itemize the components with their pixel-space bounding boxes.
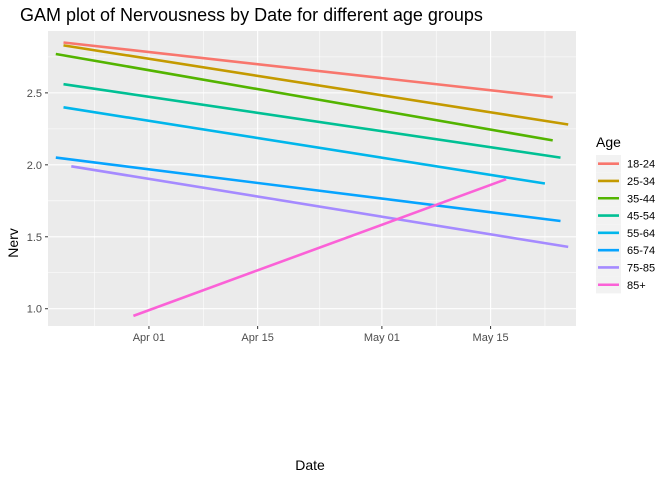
series-lines: [55, 41, 569, 318]
legend: Age 18-24 25-34 35-44 45-54 55-64 65-74 75-85 8…: [596, 134, 655, 294]
major-gridlines: [48, 31, 576, 326]
plot-panel: [48, 31, 576, 326]
legend-label: 25-34: [627, 176, 655, 188]
series-line-45-54: [63, 82, 561, 159]
chart-title: GAM plot of Nervousness by Date for diff…: [20, 5, 483, 25]
legend-label: 45-54: [627, 211, 655, 223]
series-line-35-44: [55, 52, 553, 142]
series-line-55-64: [63, 106, 546, 185]
x-tick-label: Apr 01: [133, 332, 165, 344]
y-axis-title: Nerv: [5, 228, 21, 258]
legend-label: 35-44: [627, 193, 655, 205]
x-axis: Apr 01 Apr 15 May 01 May 15: [133, 326, 509, 344]
legend-items: 18-24 25-34 35-44 45-54 55-64 65-74 75-85 85+: [596, 155, 655, 294]
y-tick-label: 2.5: [27, 88, 42, 100]
legend-label: 18-24: [627, 159, 655, 171]
legend-label: 75-85: [627, 262, 655, 274]
series-line-18-24: [63, 41, 553, 99]
legend-title: Age: [596, 134, 621, 150]
y-tick-label: 1.0: [27, 304, 42, 316]
series-line-85+: [132, 177, 507, 318]
x-tick-label: May 15: [473, 332, 509, 344]
legend-label: 55-64: [627, 228, 655, 240]
x-axis-title: Date: [295, 457, 325, 473]
x-tick-label: May 01: [364, 332, 400, 344]
series-line-25-34: [63, 44, 569, 126]
x-tick-label: Apr 15: [241, 332, 273, 344]
series-line-65-74: [55, 156, 561, 223]
legend-label: 85+: [627, 280, 646, 292]
y-axis: 1.0 1.5 2.0 2.5: [27, 88, 48, 316]
y-tick-label: 2.0: [27, 160, 42, 172]
y-tick-label: 1.5: [27, 232, 42, 244]
legend-label: 65-74: [627, 245, 655, 257]
series-line-75-85: [71, 165, 569, 249]
